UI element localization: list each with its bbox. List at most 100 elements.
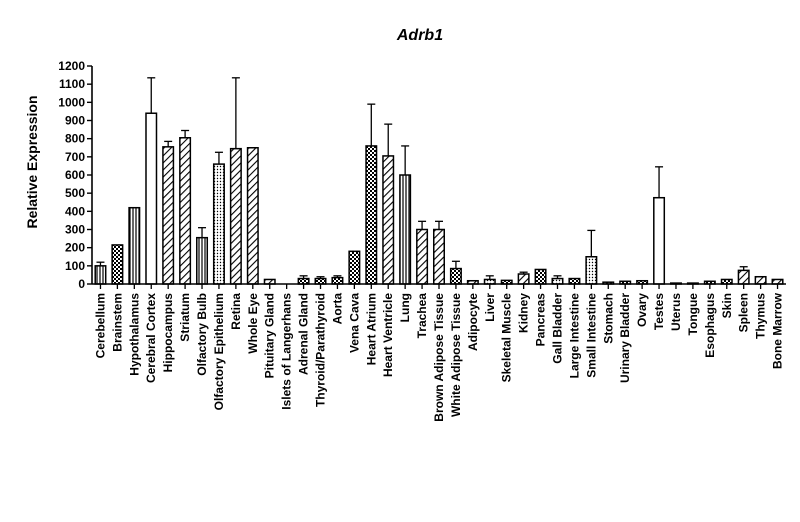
bar-group: [534, 268, 547, 285]
bars: [94, 77, 784, 285]
x-tick-label: Urinary Bladder: [618, 293, 632, 383]
x-tick-label: Striatum: [178, 293, 192, 342]
bar: [145, 112, 158, 285]
bar-group: [229, 77, 242, 285]
x-tick-label: Esophagus: [703, 293, 717, 358]
bar: [585, 256, 598, 285]
x-tick-label: Olfactory Epithelium: [212, 293, 226, 410]
x-tick-label: Trachea: [415, 293, 429, 339]
bar-group: [111, 244, 124, 285]
x-tick-label: Pituitary Gland: [263, 293, 277, 378]
x-tick-label: Adipocyte: [466, 293, 480, 351]
bar-group: [585, 229, 598, 285]
x-tick-label: Kidney: [517, 293, 531, 333]
x-tick-label: Hypothalamus: [127, 293, 141, 376]
x-tick-label: Cerebral Cortex: [144, 293, 158, 383]
x-tick-label: Spleen: [737, 293, 751, 332]
bar-group: [551, 275, 564, 285]
x-tick-label: Tongue: [686, 293, 700, 336]
x-tick-label: Aorta: [330, 293, 344, 325]
bar-group: [483, 275, 496, 285]
x-tick-label: Bone Marrow: [771, 292, 785, 369]
x-tick-label: Adrenal Gland: [297, 293, 311, 375]
bar-group: [94, 261, 107, 285]
x-tick-label: Large Intestine: [567, 293, 581, 379]
bar: [196, 236, 209, 285]
y-tick-label: 900: [65, 114, 85, 128]
y-tick-label: 400: [65, 204, 85, 218]
y-tick-label: 1200: [58, 59, 85, 73]
x-tick-label: Skeletal Muscle: [500, 293, 514, 383]
x-tick-label: Stomach: [601, 293, 615, 344]
bar: [568, 277, 581, 285]
bar-group: [517, 271, 530, 285]
bar: [416, 228, 429, 285]
bar: [534, 268, 547, 285]
bar: [382, 155, 395, 285]
bar-group: [449, 260, 462, 285]
x-tick-label: Olfactory Bulb: [195, 293, 209, 376]
x-tick-label: Gall Bladder: [550, 293, 564, 364]
bar: [365, 145, 378, 285]
bar: [212, 163, 225, 285]
bar: [653, 196, 666, 285]
y-tick-label: 200: [65, 241, 85, 255]
bar-group: [162, 140, 175, 285]
x-tick-label: Small Intestine: [584, 293, 598, 378]
x-tick-label: Heart Atrium: [364, 293, 378, 365]
y-tick-label: 700: [65, 150, 85, 164]
x-tick-label: Brown Adipose Tissue: [432, 293, 446, 422]
chart-title: Adrb1: [396, 27, 443, 44]
bar-group: [348, 250, 361, 285]
bar-group: [754, 275, 767, 285]
bar: [162, 146, 175, 285]
y-tick-label: 0: [78, 277, 85, 291]
bar: [754, 275, 767, 285]
bar: [737, 269, 750, 285]
x-axis: Cerebellum Brainstem Hypothalamus Cerebral …: [92, 283, 786, 422]
bar: [94, 265, 107, 285]
bar: [348, 250, 361, 285]
x-tick-label: Retina: [229, 293, 243, 330]
bar-group: [365, 103, 378, 285]
x-tick-label: White Adipose Tissue: [449, 293, 463, 417]
bar: [229, 147, 242, 285]
x-tick-label: Liver: [483, 293, 497, 322]
bar: [399, 174, 412, 285]
y-tick-label: 600: [65, 168, 85, 182]
bar: [551, 277, 564, 285]
x-tick-label: Vena Cava: [347, 293, 361, 353]
x-tick-label: Lung: [398, 293, 412, 322]
y-tick-label: 100: [65, 259, 85, 273]
x-tick-label: Thyroid/Parathyroid: [314, 293, 328, 407]
bar-group: [737, 266, 750, 285]
bar-group: [314, 276, 327, 285]
bar: [331, 276, 344, 285]
bar-group: [568, 277, 581, 285]
x-tick-label: Testes: [652, 293, 666, 330]
x-tick-label: Ovary: [635, 293, 649, 327]
y-axis-label: Relative Expression: [24, 95, 40, 228]
bar: [128, 206, 141, 285]
bar-group: [653, 166, 666, 285]
x-tick-label: Pancreas: [534, 293, 548, 347]
y-tick-label: 800: [65, 132, 85, 146]
bar-group: [433, 220, 445, 285]
bar-group: [179, 129, 192, 285]
bar-group: [399, 145, 412, 285]
bar-group: [416, 220, 429, 285]
bar: [449, 267, 462, 285]
x-tick-label: Heart Ventricle: [381, 293, 395, 377]
y-tick-label: 1100: [59, 77, 85, 91]
bar-group: [297, 275, 310, 285]
x-tick-label: Skin: [720, 293, 734, 318]
bar-group: [128, 206, 141, 285]
bar: [179, 137, 192, 285]
y-tick-label: 300: [65, 223, 85, 237]
bar-group: [145, 77, 158, 285]
bar-group: [246, 147, 259, 285]
bar-group: [331, 275, 344, 285]
bar-group: [196, 227, 209, 285]
